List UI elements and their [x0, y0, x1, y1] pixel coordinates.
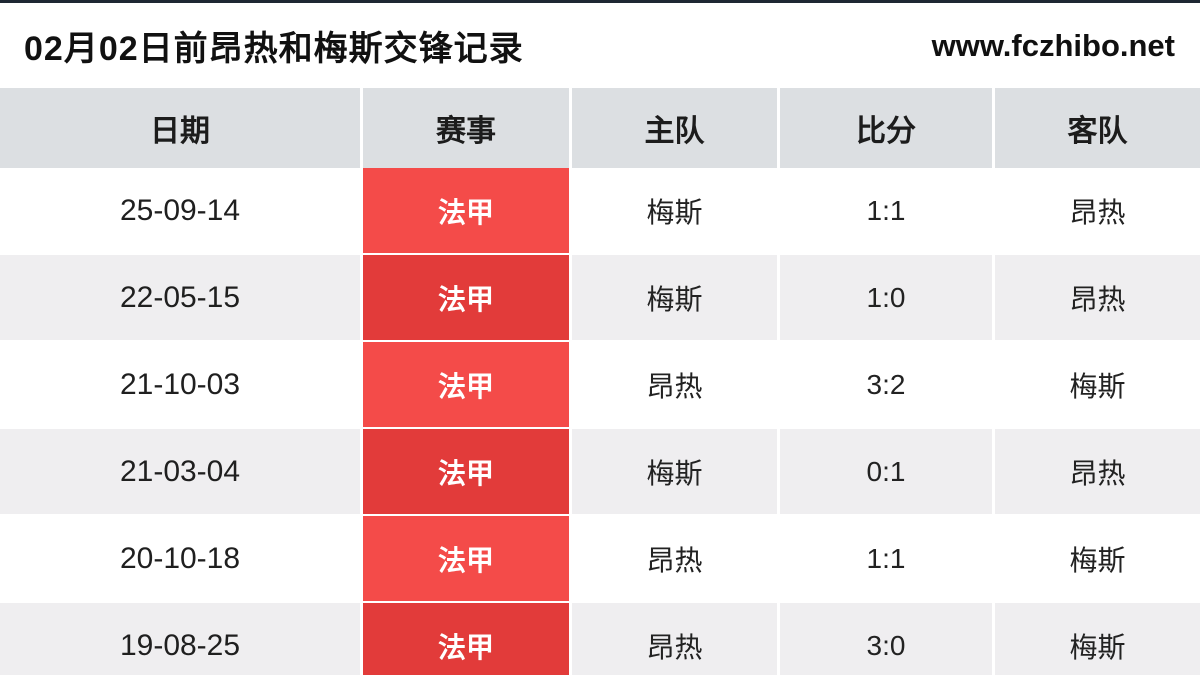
home-team: 梅斯 [572, 255, 780, 340]
match-score: 3:0 [780, 603, 995, 675]
away-team: 昂热 [1069, 283, 1126, 315]
away-team: 梅斯 [1069, 544, 1126, 576]
match-score: 1:0 [780, 255, 995, 340]
match-date: 22-05-15 [0, 255, 363, 340]
column-header-competition: 赛事 [363, 88, 572, 168]
home-team: 梅斯 [572, 429, 780, 514]
table-row: 22-05-15 法甲 梅斯 1:0 昂热 [0, 253, 1200, 340]
match-date: 19-08-25 [0, 603, 363, 675]
table-row: 21-03-04 法甲 梅斯 0:1 昂热 [0, 427, 1200, 514]
home-team: 梅斯 [572, 168, 780, 253]
column-header-date: 日期 [0, 88, 363, 168]
home-team: 昂热 [572, 516, 780, 601]
match-date: 21-10-03 [0, 342, 363, 427]
competition-badge[interactable]: 法甲 [363, 342, 572, 427]
away-team: 昂热 [1069, 196, 1126, 228]
match-date: 20-10-18 [0, 516, 363, 601]
home-team: 昂热 [572, 603, 780, 675]
competition-badge[interactable]: 法甲 [363, 255, 572, 340]
h2h-table: 日期 赛事 主队 比分 客队 25-09-14 法甲 梅斯 1:1 昂热 22-… [0, 88, 1200, 675]
match-score: 1:1 [780, 168, 995, 253]
away-team: 梅斯 [1069, 631, 1126, 663]
page-title: 02月02日前昂热和梅斯交锋记录 [24, 30, 524, 68]
table-header-row: 日期 赛事 主队 比分 客队 [0, 88, 1200, 168]
match-date: 21-03-04 [0, 429, 363, 514]
table-row: 21-10-03 法甲 昂热 3:2 梅斯 [0, 340, 1200, 427]
home-team: 昂热 [572, 342, 780, 427]
table-row: 19-08-25 法甲 昂热 3:0 梅斯 [0, 601, 1200, 675]
column-header-score: 比分 [780, 88, 995, 168]
column-header-home: 主队 [572, 88, 780, 168]
match-date: 25-09-14 [0, 168, 363, 253]
table-row: 20-10-18 法甲 昂热 1:1 梅斯 [0, 514, 1200, 601]
competition-badge[interactable]: 法甲 [363, 603, 572, 675]
competition-badge[interactable]: 法甲 [363, 516, 572, 601]
competition-badge[interactable]: 法甲 [363, 168, 572, 253]
top-bar: 02月02日前昂热和梅斯交锋记录 www.fczhibo.net [0, 3, 1200, 88]
table-row: 25-09-14 法甲 梅斯 1:1 昂热 [0, 168, 1200, 253]
match-score: 0:1 [780, 429, 995, 514]
competition-badge[interactable]: 法甲 [363, 429, 572, 514]
match-score: 1:1 [780, 516, 995, 601]
match-score: 3:2 [780, 342, 995, 427]
site-watermark: www.fczhibo.net [931, 27, 1175, 63]
table-body: 25-09-14 法甲 梅斯 1:1 昂热 22-05-15 法甲 梅斯 1:0… [0, 168, 1200, 675]
away-team: 梅斯 [1069, 370, 1126, 402]
away-team: 昂热 [1069, 457, 1126, 489]
column-header-away: 客队 [1067, 115, 1128, 148]
